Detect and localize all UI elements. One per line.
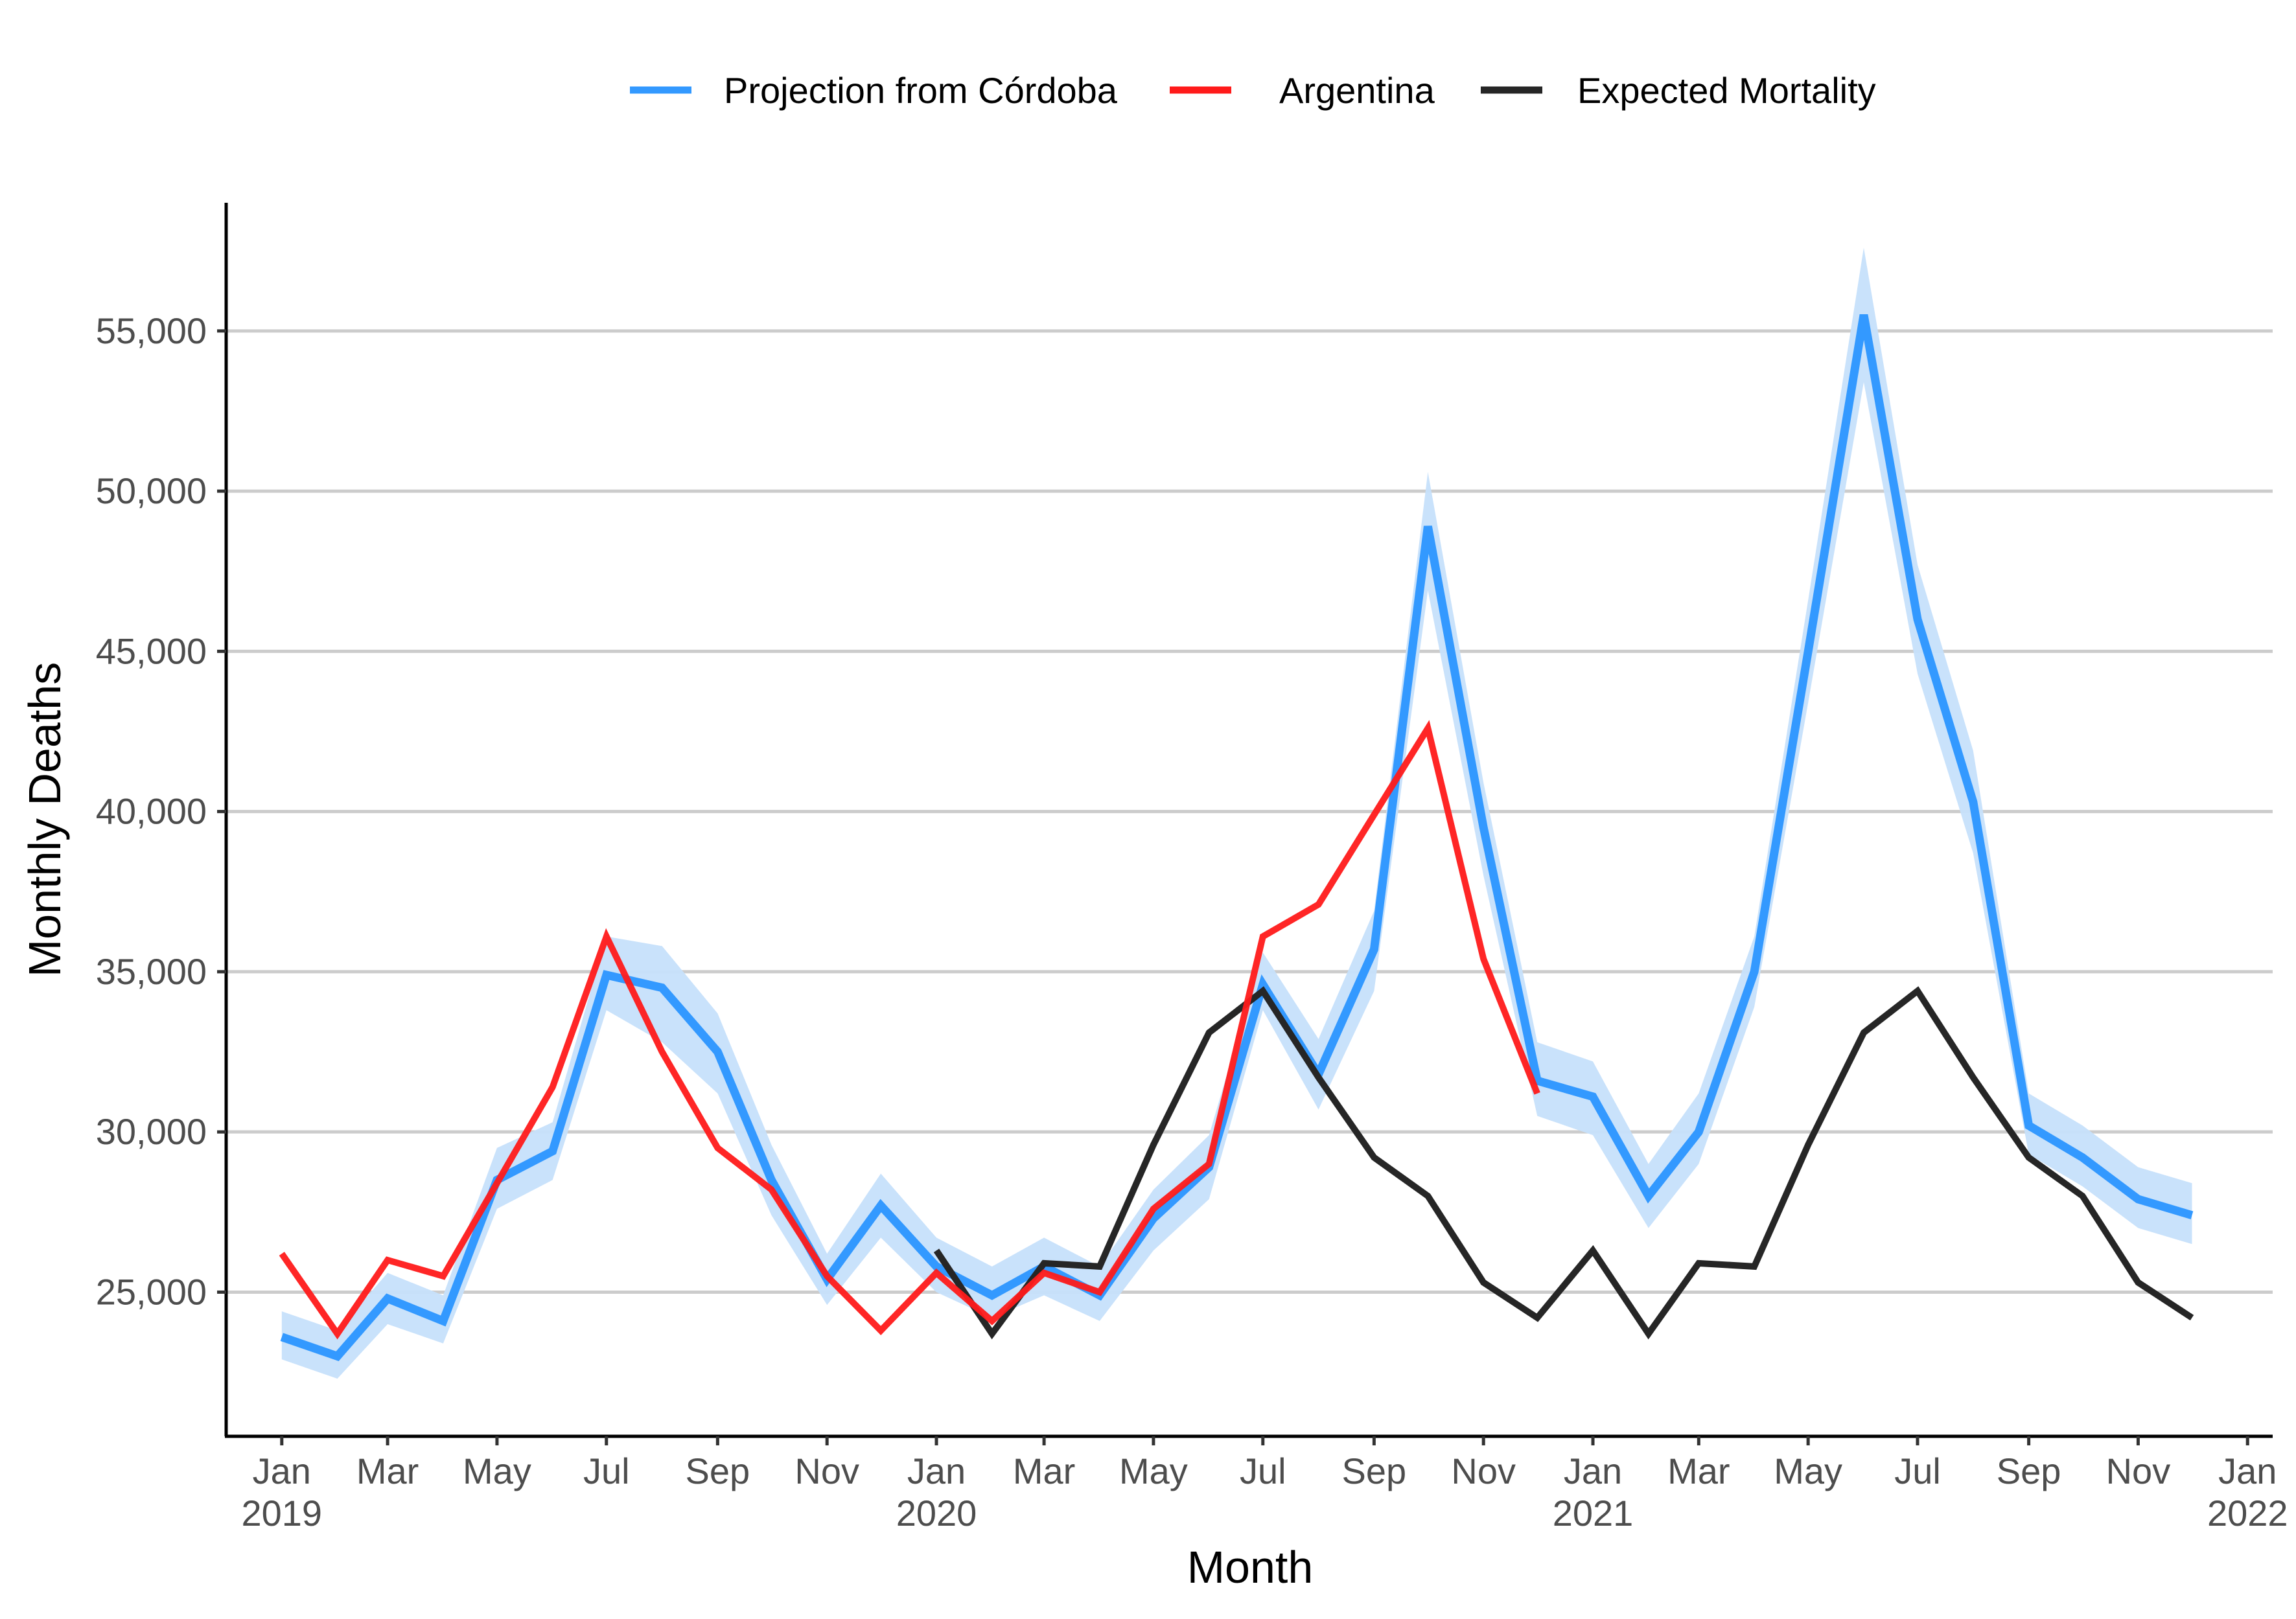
x-tick-label-16: Sep xyxy=(1997,1451,2061,1491)
x-tick-label-14: May xyxy=(1774,1451,1842,1491)
x-tick-label-2: May xyxy=(463,1451,531,1491)
x-tick-year-6: 2020 xyxy=(896,1493,977,1533)
legend-label-projection: Projection from Córdoba xyxy=(724,70,1118,111)
y-tick-label-1: 30,000 xyxy=(96,1111,207,1152)
x-tick-year-18: 2022 xyxy=(2207,1493,2288,1533)
x-tick-label-15: Jul xyxy=(1894,1451,1941,1491)
x-tick-label-3: Jul xyxy=(583,1451,630,1491)
y-axis-ticks: 25,000 30,000 35,000 40,000 45,000 50,000 55,0… xyxy=(96,310,226,1312)
y-tick-label-5: 50,000 xyxy=(96,470,207,511)
y-tick-label-3: 40,000 xyxy=(96,791,207,832)
x-tick-label-11: Nov xyxy=(1451,1451,1516,1491)
x-tick-label-8: May xyxy=(1119,1451,1188,1491)
x-tick-label-7: Mar xyxy=(1013,1451,1075,1491)
x-tick-label-6: Jan xyxy=(907,1451,966,1491)
x-tick-label-9: Jul xyxy=(1240,1451,1286,1491)
x-tick-label-13: Mar xyxy=(1667,1451,1730,1491)
x-tick-label-0: Jan xyxy=(253,1451,311,1491)
legend: Projection from Córdoba Argentina Expect… xyxy=(630,70,1876,111)
legend-label-argentina: Argentina xyxy=(1279,70,1435,111)
y-tick-label-4: 45,000 xyxy=(96,630,207,671)
line-argentina xyxy=(279,720,1540,1340)
x-tick-label-1: Mar xyxy=(356,1451,419,1491)
x-tick-year-12: 2021 xyxy=(1553,1493,1634,1533)
y-tick-label-6: 55,000 xyxy=(96,310,207,351)
y-axis-title: Monthly Deaths xyxy=(19,662,70,977)
y-tick-label-2: 35,000 xyxy=(96,951,207,992)
x-tick-label-18: Jan xyxy=(2218,1451,2277,1491)
legend-label-expected: Expected Mortality xyxy=(1577,70,1876,111)
x-tick-year-0: 2019 xyxy=(242,1493,323,1533)
x-tick-label-17: Nov xyxy=(2106,1451,2171,1491)
x-tick-label-12: Jan xyxy=(1564,1451,1622,1491)
y-tick-label-0: 25,000 xyxy=(96,1271,207,1312)
line-projection-cordoba xyxy=(280,314,2194,1361)
x-tick-label-4: Sep xyxy=(686,1451,750,1491)
x-tick-label-5: Nov xyxy=(794,1451,859,1491)
line-expected-mortality xyxy=(933,986,2194,1340)
series-lines xyxy=(279,314,2194,1361)
x-axis-title: Month xyxy=(1187,1542,1314,1592)
x-tick-label-10: Sep xyxy=(1342,1451,1407,1491)
